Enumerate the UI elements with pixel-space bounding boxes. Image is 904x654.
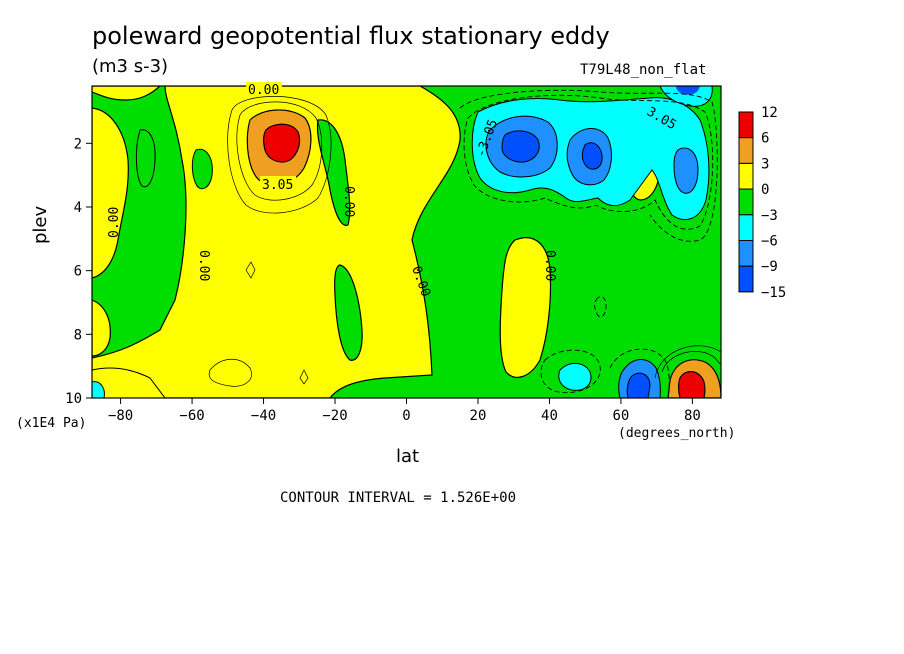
positive-region-west [92,107,129,279]
positive-region-southern-low [92,367,166,398]
x-axis-units: (degrees_north) [618,426,736,441]
y-tick-label: 6 [74,264,82,280]
positive-core-red-40s [263,123,301,163]
x-tick-label: −60 [179,408,204,424]
x-tick-label: 0 [402,408,410,424]
y-axis: 2 4 6 8 10 [65,136,92,407]
contour-line [208,358,252,387]
x-tick-label: 80 [684,408,701,424]
dataset-label: T79L48_non_flat [580,62,707,78]
contour-line-negative [609,348,670,398]
x-tick-label: 40 [541,408,558,424]
positive-region-40n [499,237,552,378]
negative-deep-core-top [676,86,700,95]
contour-label: 0.00 [107,207,122,238]
negative-deep-core-30n [501,130,540,163]
colorbar-label: 0 [761,182,769,198]
negative-deep-core-54n [581,142,603,170]
contour-label-background [260,176,296,190]
contour-lines [208,96,721,387]
negative-intrusion-20s [316,119,351,226]
contour-line-negative [540,349,601,394]
contour-label: 0.00 [248,83,279,98]
contour-label: 0.00 [196,250,211,281]
colorbar-swatch [738,137,754,164]
colorbar-swatch [738,265,754,293]
negative-core-66n [673,147,699,194]
x-tick-label: −80 [108,408,133,424]
contour-line [245,261,256,279]
x-axis: −80 −60 −40 −20 0 20 40 60 80 [108,398,701,424]
negative-intrusion-75s [135,129,156,188]
positive-region-southern [92,86,461,398]
positive-core-red-80n [677,371,706,398]
colorbar-swatch [738,214,754,242]
x-axis-label: lat [396,446,420,467]
negative-region-cyan-southwest [92,381,105,398]
y-tick-label: 4 [74,200,82,216]
y-tick-label: 8 [74,327,82,343]
contour-line [236,101,323,201]
colorbar-swatch [738,162,754,190]
colorbar-label: 6 [761,131,769,147]
colorbar-swatch [738,111,754,139]
x-tick-label: 60 [613,408,630,424]
positive-region-top-edge [92,86,161,101]
contour-line [299,369,309,385]
y-axis-units: (x1E4 Pa) [16,416,87,431]
colorbar: 12 6 3 0 −3 −6 −9 −15 [738,105,786,301]
chart-units: (m3 s-3) [92,56,169,77]
y-tick-label: 2 [74,136,82,152]
contour-line-negative [463,94,714,230]
colorbar-label: −6 [761,234,778,250]
negative-intrusion-18s [334,264,363,361]
x-tick-label: −40 [251,408,276,424]
contour-line [654,345,721,379]
x-tick-label: 20 [470,408,487,424]
contour-line-negative [594,296,607,318]
contour-interval-note: CONTOUR INTERVAL = 1.526E+00 [280,490,517,506]
negative-intrusion-55s [191,148,213,190]
contour-label: 0.00 [341,186,356,217]
negative-region-cyan-lower [558,363,592,391]
negative-contour-lines [459,89,718,398]
contour-label: 3.05 [262,178,293,193]
colorbar-label: −3 [761,208,778,224]
negative-region-cyan-top [659,86,713,107]
colorbar-label: 12 [761,105,778,121]
colorbar-label: −9 [761,259,778,275]
contour-label-background [246,82,282,96]
contour-line [227,96,332,214]
colorbar-label: 3 [761,156,769,172]
chart-title: poleward geopotential flux stationary ed… [92,22,610,50]
negative-deep-core-66n-lower [626,372,651,398]
positive-region-west-lower [92,299,111,357]
colorbar-swatch [738,240,754,267]
contour-line [661,351,721,373]
filled-contour-field [92,86,721,398]
colorbar-swatch [738,188,754,216]
contour-line-negative [459,89,718,242]
y-tick-label: 10 [65,391,82,407]
x-tick-label: −20 [322,408,347,424]
colorbar-label: −15 [761,285,786,301]
contour-label: 0.00 [542,250,557,281]
